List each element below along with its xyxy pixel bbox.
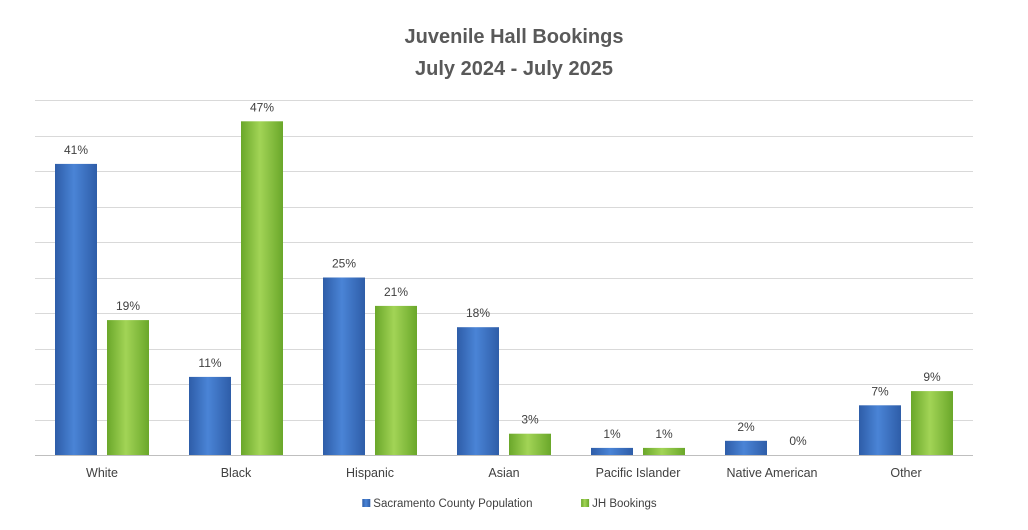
bar-population-white: [55, 163, 97, 455]
bar-jh-bookings-hispanic: [375, 305, 417, 455]
legend: Sacramento County Population JH Bookings: [362, 498, 657, 510]
category-labels: White Black Hispanic Asian Pacific Islander N…: [86, 466, 922, 480]
bar-population-native-american: [725, 440, 767, 455]
data-label: 1%: [655, 427, 673, 441]
data-label: 21%: [384, 285, 408, 299]
data-label: 41%: [64, 143, 88, 157]
bar-population-pacific-islander: [591, 447, 633, 455]
legend-label-population: Sacramento County Population: [373, 498, 532, 510]
category-label: Native American: [726, 466, 817, 480]
bar-population-black: [189, 376, 231, 455]
data-label: 1%: [603, 427, 621, 441]
category-label: Asian: [488, 466, 519, 480]
legend-label-jh-bookings: JH Bookings: [592, 498, 657, 510]
data-labels: 41% 19% 11% 47% 25% 21% 18% 3% 1% 1% 2% 0% 7% 9%: [64, 100, 941, 448]
data-label: 19%: [116, 299, 140, 313]
bar-jh-bookings-other: [911, 391, 953, 455]
data-label: 47%: [250, 100, 274, 114]
data-label: 0%: [789, 434, 807, 448]
legend-swatch-jh-bookings: [581, 499, 590, 507]
bar-population-other: [859, 405, 901, 455]
bar-jh-bookings-black: [241, 121, 283, 456]
data-label: 2%: [737, 420, 755, 434]
data-label: 3%: [521, 413, 539, 427]
category-label: White: [86, 466, 118, 480]
category-label: Hispanic: [346, 466, 394, 480]
data-label: 18%: [466, 306, 490, 320]
legend-swatch-population: [362, 499, 371, 507]
data-label: 25%: [332, 257, 356, 271]
bar-population-hispanic: [323, 277, 365, 455]
chart-title: Juvenile Hall Bookings: [404, 26, 624, 48]
category-label: Other: [890, 466, 921, 480]
bar-jh-bookings-pacific-islander: [643, 447, 685, 455]
chart-subtitle: July 2024 - July 2025: [415, 58, 613, 80]
bar-jh-bookings-white: [107, 320, 149, 455]
bar-population-asian: [457, 327, 499, 455]
data-label: 11%: [198, 356, 221, 370]
category-label: Pacific Islander: [596, 466, 681, 480]
bar-jh-bookings-asian: [509, 433, 551, 455]
category-label: Black: [221, 466, 252, 480]
bars: [55, 121, 953, 456]
gridlines: [35, 100, 973, 456]
data-label: 9%: [923, 370, 941, 384]
data-label: 7%: [871, 384, 889, 398]
